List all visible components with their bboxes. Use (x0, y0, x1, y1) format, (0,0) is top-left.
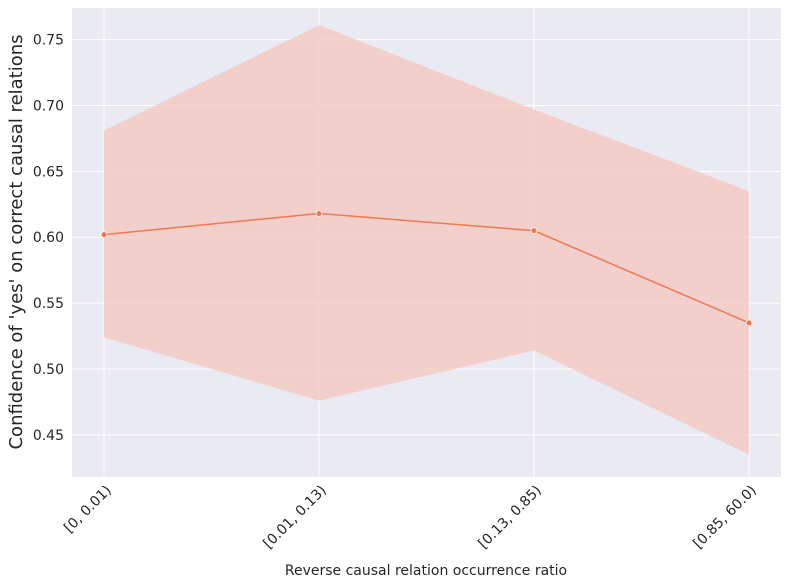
data-point (530, 227, 538, 235)
y-tick-labels: 0.45 0.50 0.55 0.60 0.65 0.70 0.75 (33, 33, 64, 444)
y-tick-label: 0.70 (33, 98, 64, 114)
y-tick-label: 0.75 (33, 33, 64, 49)
x-tick-label: [0.13, 0.85) (475, 483, 544, 552)
data-point (315, 210, 323, 217)
data-points (100, 210, 753, 327)
y-tick-label: 0.60 (33, 230, 64, 246)
series-line (103, 212, 750, 324)
y-tick-label: 0.50 (33, 362, 64, 378)
x-tick-label: [0.01, 0.13) (260, 483, 329, 552)
x-tick-label: [0.85, 60.0) (690, 483, 759, 552)
y-axis-label: Confidence of 'yes' on correct causal re… (6, 34, 27, 449)
data-point (745, 319, 753, 327)
data-point (100, 231, 108, 238)
y-tick-label: 0.45 (33, 428, 64, 444)
y-tick-label: 0.55 (33, 296, 64, 312)
y-tick-label: 0.65 (33, 164, 64, 180)
x-tick-label: [0, 0.01) (61, 483, 115, 537)
confidence-band (104, 25, 749, 455)
x-tick-labels: [0, 0.01) [0.01, 0.13) [0.13, 0.85) [0.85, … (61, 483, 760, 552)
x-axis-label: Reverse causal relation occurrence ratio (285, 563, 567, 579)
